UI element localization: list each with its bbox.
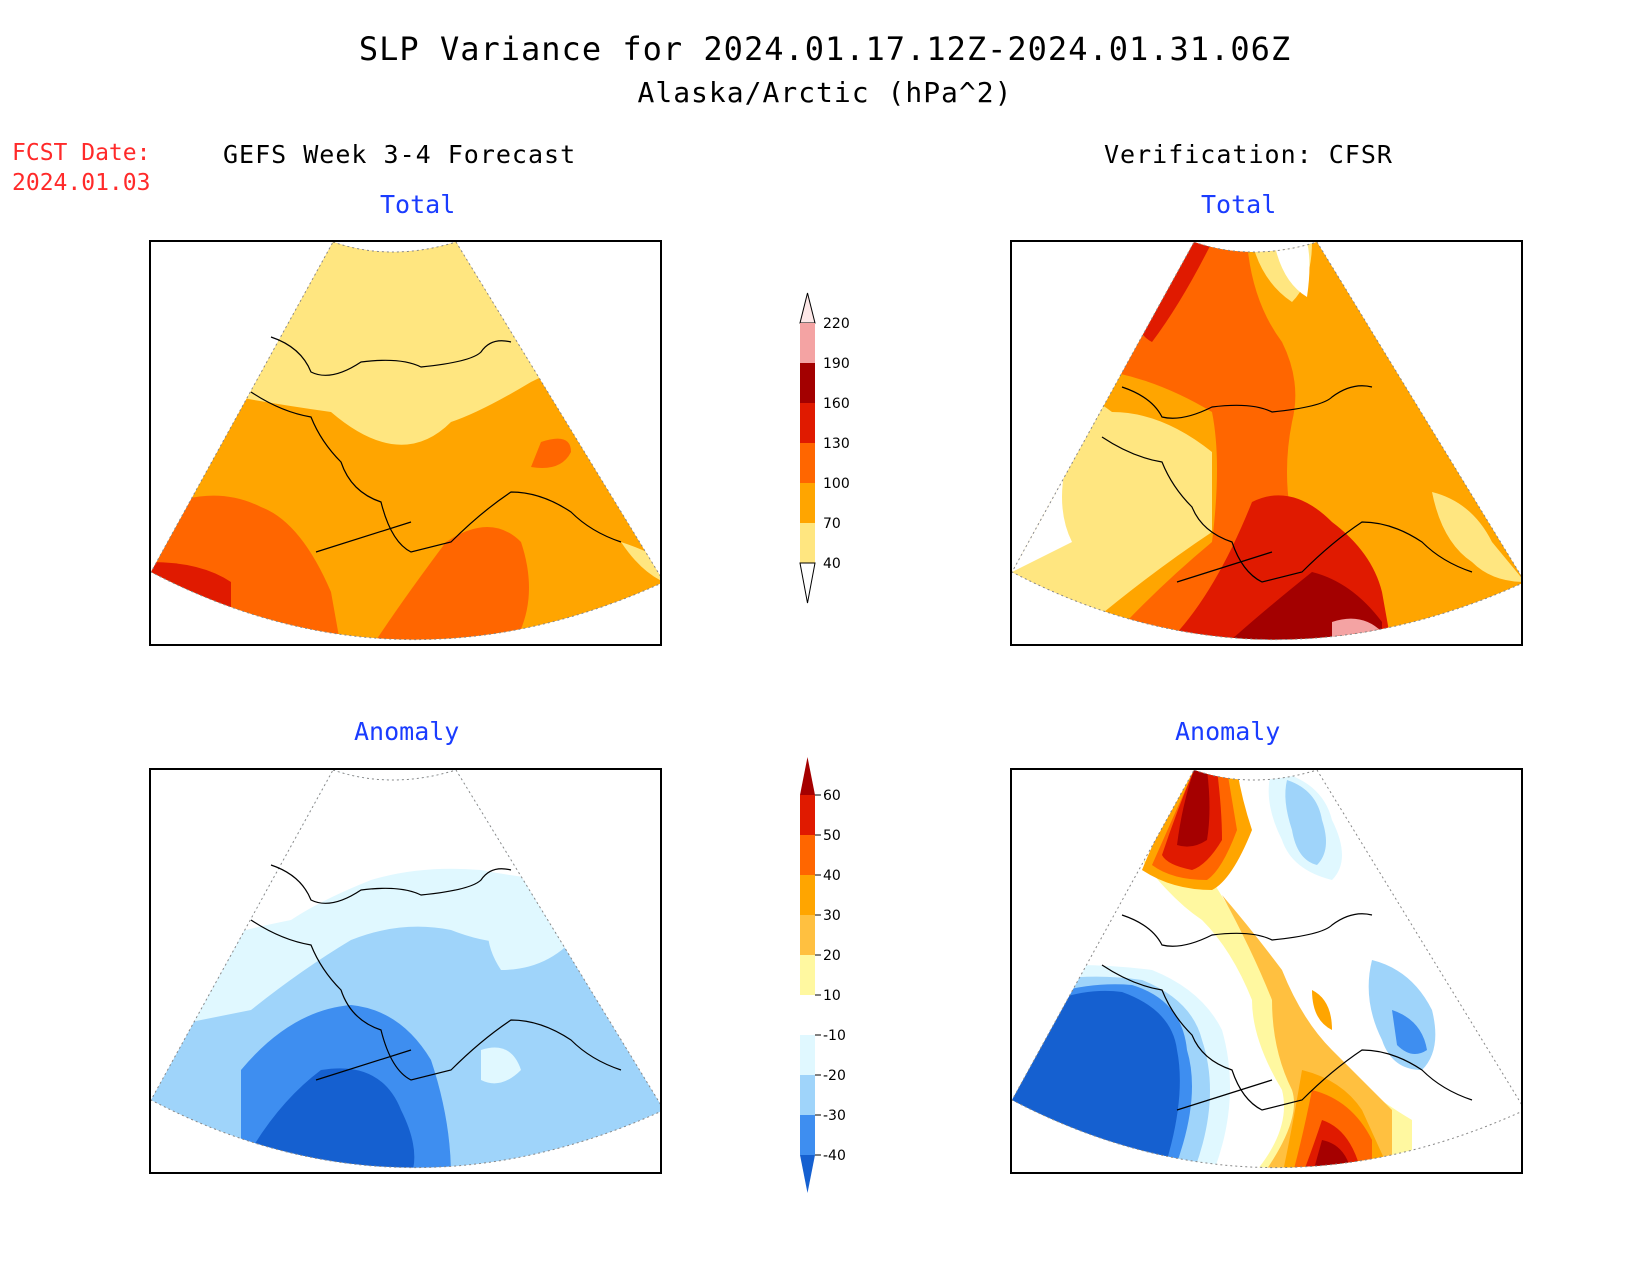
colorbar-total-bottom-triangle: [799, 562, 816, 604]
aleutian-chain: [315, 1049, 412, 1081]
band-minus40-minus30: [251, 1068, 415, 1168]
colorbar-anomaly-label-7: -20: [823, 1068, 846, 1084]
coastline-north: [1121, 913, 1373, 947]
band-40-70-southeast: [621, 542, 660, 582]
map-sector-outline: [151, 242, 660, 640]
colorbar-total-label-3: 130: [823, 436, 850, 452]
top-left-panel-title: Total: [380, 190, 456, 219]
main-title: SLP Variance for 2024.01.17.12Z-2024.01.…: [358, 30, 1292, 68]
coastline-south: [250, 391, 622, 553]
colorbar-anomaly-label-0: 60: [823, 788, 841, 804]
verification-total-svg: [1012, 242, 1521, 640]
left-column-heading: GEFS Week 3-4 Forecast: [223, 140, 577, 169]
forecast-total-map: [149, 240, 662, 646]
forecast-total-fill: [151, 242, 660, 640]
colorbar-total-box-6: [800, 523, 815, 563]
band-40-70-north: [151, 242, 660, 445]
colorbar-total-label-2: 160: [823, 396, 850, 412]
colorbar-anomaly-box-8: [800, 1075, 815, 1115]
colorbar-anomaly-top-triangle: [800, 757, 815, 795]
right-column-heading: Verification: CFSR: [1104, 140, 1393, 169]
band-100-130-south: [371, 527, 529, 640]
coastline-south: [250, 919, 622, 1081]
forecast-anomaly-fill: [151, 770, 660, 1168]
verification-total-map: [1010, 240, 1523, 646]
colorbar-anomaly-box-9: [800, 1115, 815, 1155]
forecast-anomaly-svg: [151, 770, 660, 1168]
colorbar-total-label-5: 70: [823, 516, 841, 532]
colorbar-anomaly-box-3: [800, 875, 815, 915]
bottom-right-panel-title: Anomaly: [1175, 717, 1281, 746]
colorbar-anomaly-label-8: -30: [823, 1108, 846, 1124]
colorbar-anomaly-svg: 60 50 40 30 20 10 -10 -20 -30 -40: [800, 757, 846, 1193]
colorbar-total: 220 190 160 130 100 70 40: [790, 285, 870, 619]
forecast-anomaly-map: [149, 768, 662, 1174]
fcst-date: 2024.01.03: [12, 170, 151, 196]
verification-total-fill: [1012, 242, 1521, 640]
band-minus30-minus20-north: [1285, 780, 1326, 865]
colorbar-anomaly: 60 50 40 30 20 10 -10 -20 -30 -40: [790, 752, 870, 1206]
colorbar-total-label-4: 100: [823, 476, 850, 492]
forecast-date-block: FCST Date: 2024.01.03: [12, 138, 150, 198]
colorbar-anomaly-label-2: 40: [823, 868, 841, 884]
colorbar-total-box-4: [800, 443, 815, 483]
colorbar-anomaly-label-6: -10: [823, 1028, 846, 1044]
colorbar-anomaly-box-1: [800, 795, 815, 835]
aleutian-chain: [1176, 551, 1273, 583]
map-sector-outline: [1012, 242, 1521, 640]
colorbar-total-box-2: [800, 363, 815, 403]
colorbar-anomaly-box-4: [800, 915, 815, 955]
colorbar-anomaly-bottom-triangle: [800, 1155, 815, 1193]
verification-anomaly-map: [1010, 768, 1523, 1174]
band-30-40-center: [1312, 990, 1332, 1030]
colorbar-total-box-1: [800, 323, 815, 363]
verification-anomaly-svg: [1012, 770, 1521, 1168]
band-100-130-east: [531, 438, 571, 468]
colorbar-anomaly-label-9: -40: [823, 1148, 846, 1164]
coastline-north: [270, 864, 512, 904]
band-above-60-north: [1177, 770, 1210, 847]
colorbar-total-box-5: [800, 483, 815, 523]
aleutian-chain: [315, 521, 412, 553]
coastline-north: [1121, 385, 1373, 419]
bottom-left-panel-title: Anomaly: [354, 717, 460, 746]
band-40-70-southeast: [1432, 492, 1521, 582]
coastline-south: [1101, 436, 1473, 583]
colorbar-total-top-triangle: [799, 292, 816, 324]
colorbar-total-label-1: 190: [823, 356, 850, 372]
colorbar-total-svg: 220 190 160 130 100 70 40: [799, 292, 850, 604]
colorbar-anomaly-box-2: [800, 835, 815, 875]
band-below-minus40-west: [1012, 990, 1180, 1168]
top-right-panel-title: Total: [1201, 190, 1277, 219]
colorbar-anomaly-box-5: [800, 955, 815, 995]
band-lightest-patch: [481, 1047, 521, 1084]
band-minus40-minus30-east: [1392, 1010, 1427, 1054]
colorbar-anomaly-label-3: 30: [823, 908, 841, 924]
band-130-160-north: [1138, 242, 1212, 342]
colorbar-total-box-3: [800, 403, 815, 443]
verification-anomaly-fill: [1012, 770, 1521, 1168]
map-sector-outline: [151, 770, 660, 1168]
main-subtitle: Alaska/Arctic (hPa^2): [637, 76, 1013, 109]
colorbar-total-label-0: 220: [823, 316, 850, 332]
band-below-40-north: [1274, 242, 1310, 297]
coastline-north: [270, 336, 512, 376]
map-sector-outline: [1012, 770, 1521, 1168]
forecast-total-svg: [151, 242, 660, 640]
colorbar-anomaly-label-5: 10: [823, 988, 841, 1004]
colorbar-anomaly-label-4: 20: [823, 948, 841, 964]
aleutian-chain: [1176, 1079, 1273, 1111]
colorbar-anomaly-box-7: [800, 1035, 815, 1075]
colorbar-anomaly-label-1: 50: [823, 828, 841, 844]
colorbar-anomaly-box-6: [800, 995, 815, 1035]
coastline-south: [1101, 964, 1473, 1111]
colorbar-total-label-6: 40: [823, 556, 841, 572]
fcst-label: FCST Date:: [12, 140, 151, 166]
